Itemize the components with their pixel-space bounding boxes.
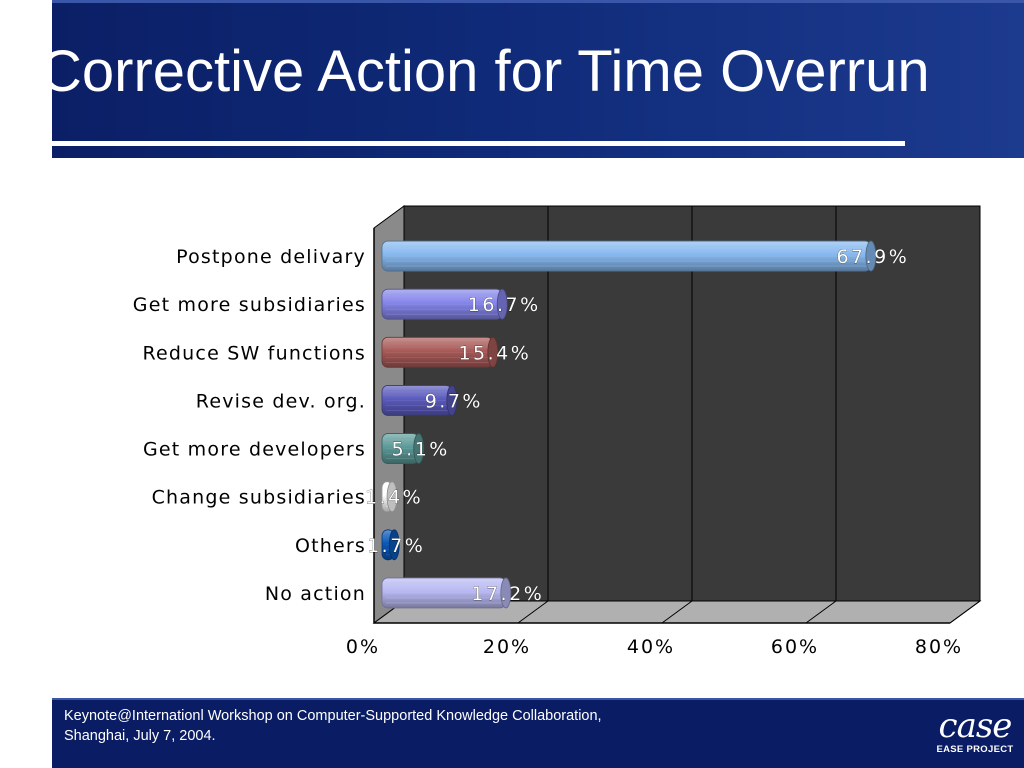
gridline-floor (949, 600, 981, 624)
data-label: 67.9% (836, 246, 909, 268)
slide-header: Corrective Action for Time Overrun (52, 0, 1024, 158)
data-label: 16.7% (468, 294, 541, 316)
gridline-floor (805, 600, 837, 624)
left-margin (0, 0, 52, 768)
slide-footer: Keynote@Internationl Workshop on Compute… (52, 698, 1024, 768)
bar-end-cap (413, 433, 425, 464)
footer-top-line (52, 698, 1024, 700)
data-label: 9.7% (425, 390, 483, 412)
bar-end-cap (865, 240, 877, 272)
gridline-floor (517, 600, 549, 624)
title-underline (52, 141, 905, 146)
category-label: Postpone delivary (176, 246, 366, 268)
x-tick-label: 40% (627, 636, 675, 658)
bar-end-cap (487, 336, 499, 368)
bar-end-cap (496, 288, 508, 320)
data-label: 17.2% (471, 583, 544, 605)
bar-end-cap (446, 385, 458, 416)
category-label: Get more subsidiaries (133, 294, 366, 316)
x-tick-label: 0% (346, 636, 380, 658)
category-label: Get more developers (143, 439, 366, 461)
footer-text: Keynote@Internationl Workshop on Compute… (64, 706, 602, 746)
data-label: 15.4% (458, 342, 531, 364)
logo-caption: EASE PROJECT (936, 744, 1014, 755)
x-tick-label: 80% (915, 636, 963, 658)
case-logo-mark: case (938, 706, 1013, 746)
footer-line-1: Keynote@Internationl Workshop on Compute… (64, 708, 602, 724)
bar-end-cap (386, 481, 398, 513)
data-label: 1.4% (365, 487, 423, 509)
x-tick-label: 20% (483, 636, 531, 658)
ease-project-logo: case EASE PROJECT (936, 708, 1014, 764)
footer-line-2: Shanghai, July 7, 2004. (64, 728, 216, 744)
bar-end-cap (500, 577, 512, 609)
gridline-floor (661, 600, 693, 624)
slide-title: Corrective Action for Time Overrun (52, 39, 930, 104)
category-label: Others (295, 535, 366, 557)
data-label: 5.1% (392, 439, 450, 461)
category-label: Revise dev. org. (196, 390, 366, 412)
category-label: Reduce SW functions (142, 342, 366, 364)
data-label: 1.7% (367, 535, 425, 557)
category-label: Change subsidiaries (152, 487, 366, 509)
header-top-line (52, 0, 1024, 3)
bar-end-cap (388, 529, 400, 561)
x-tick-label: 60% (771, 636, 819, 658)
category-label: No action (265, 583, 366, 605)
